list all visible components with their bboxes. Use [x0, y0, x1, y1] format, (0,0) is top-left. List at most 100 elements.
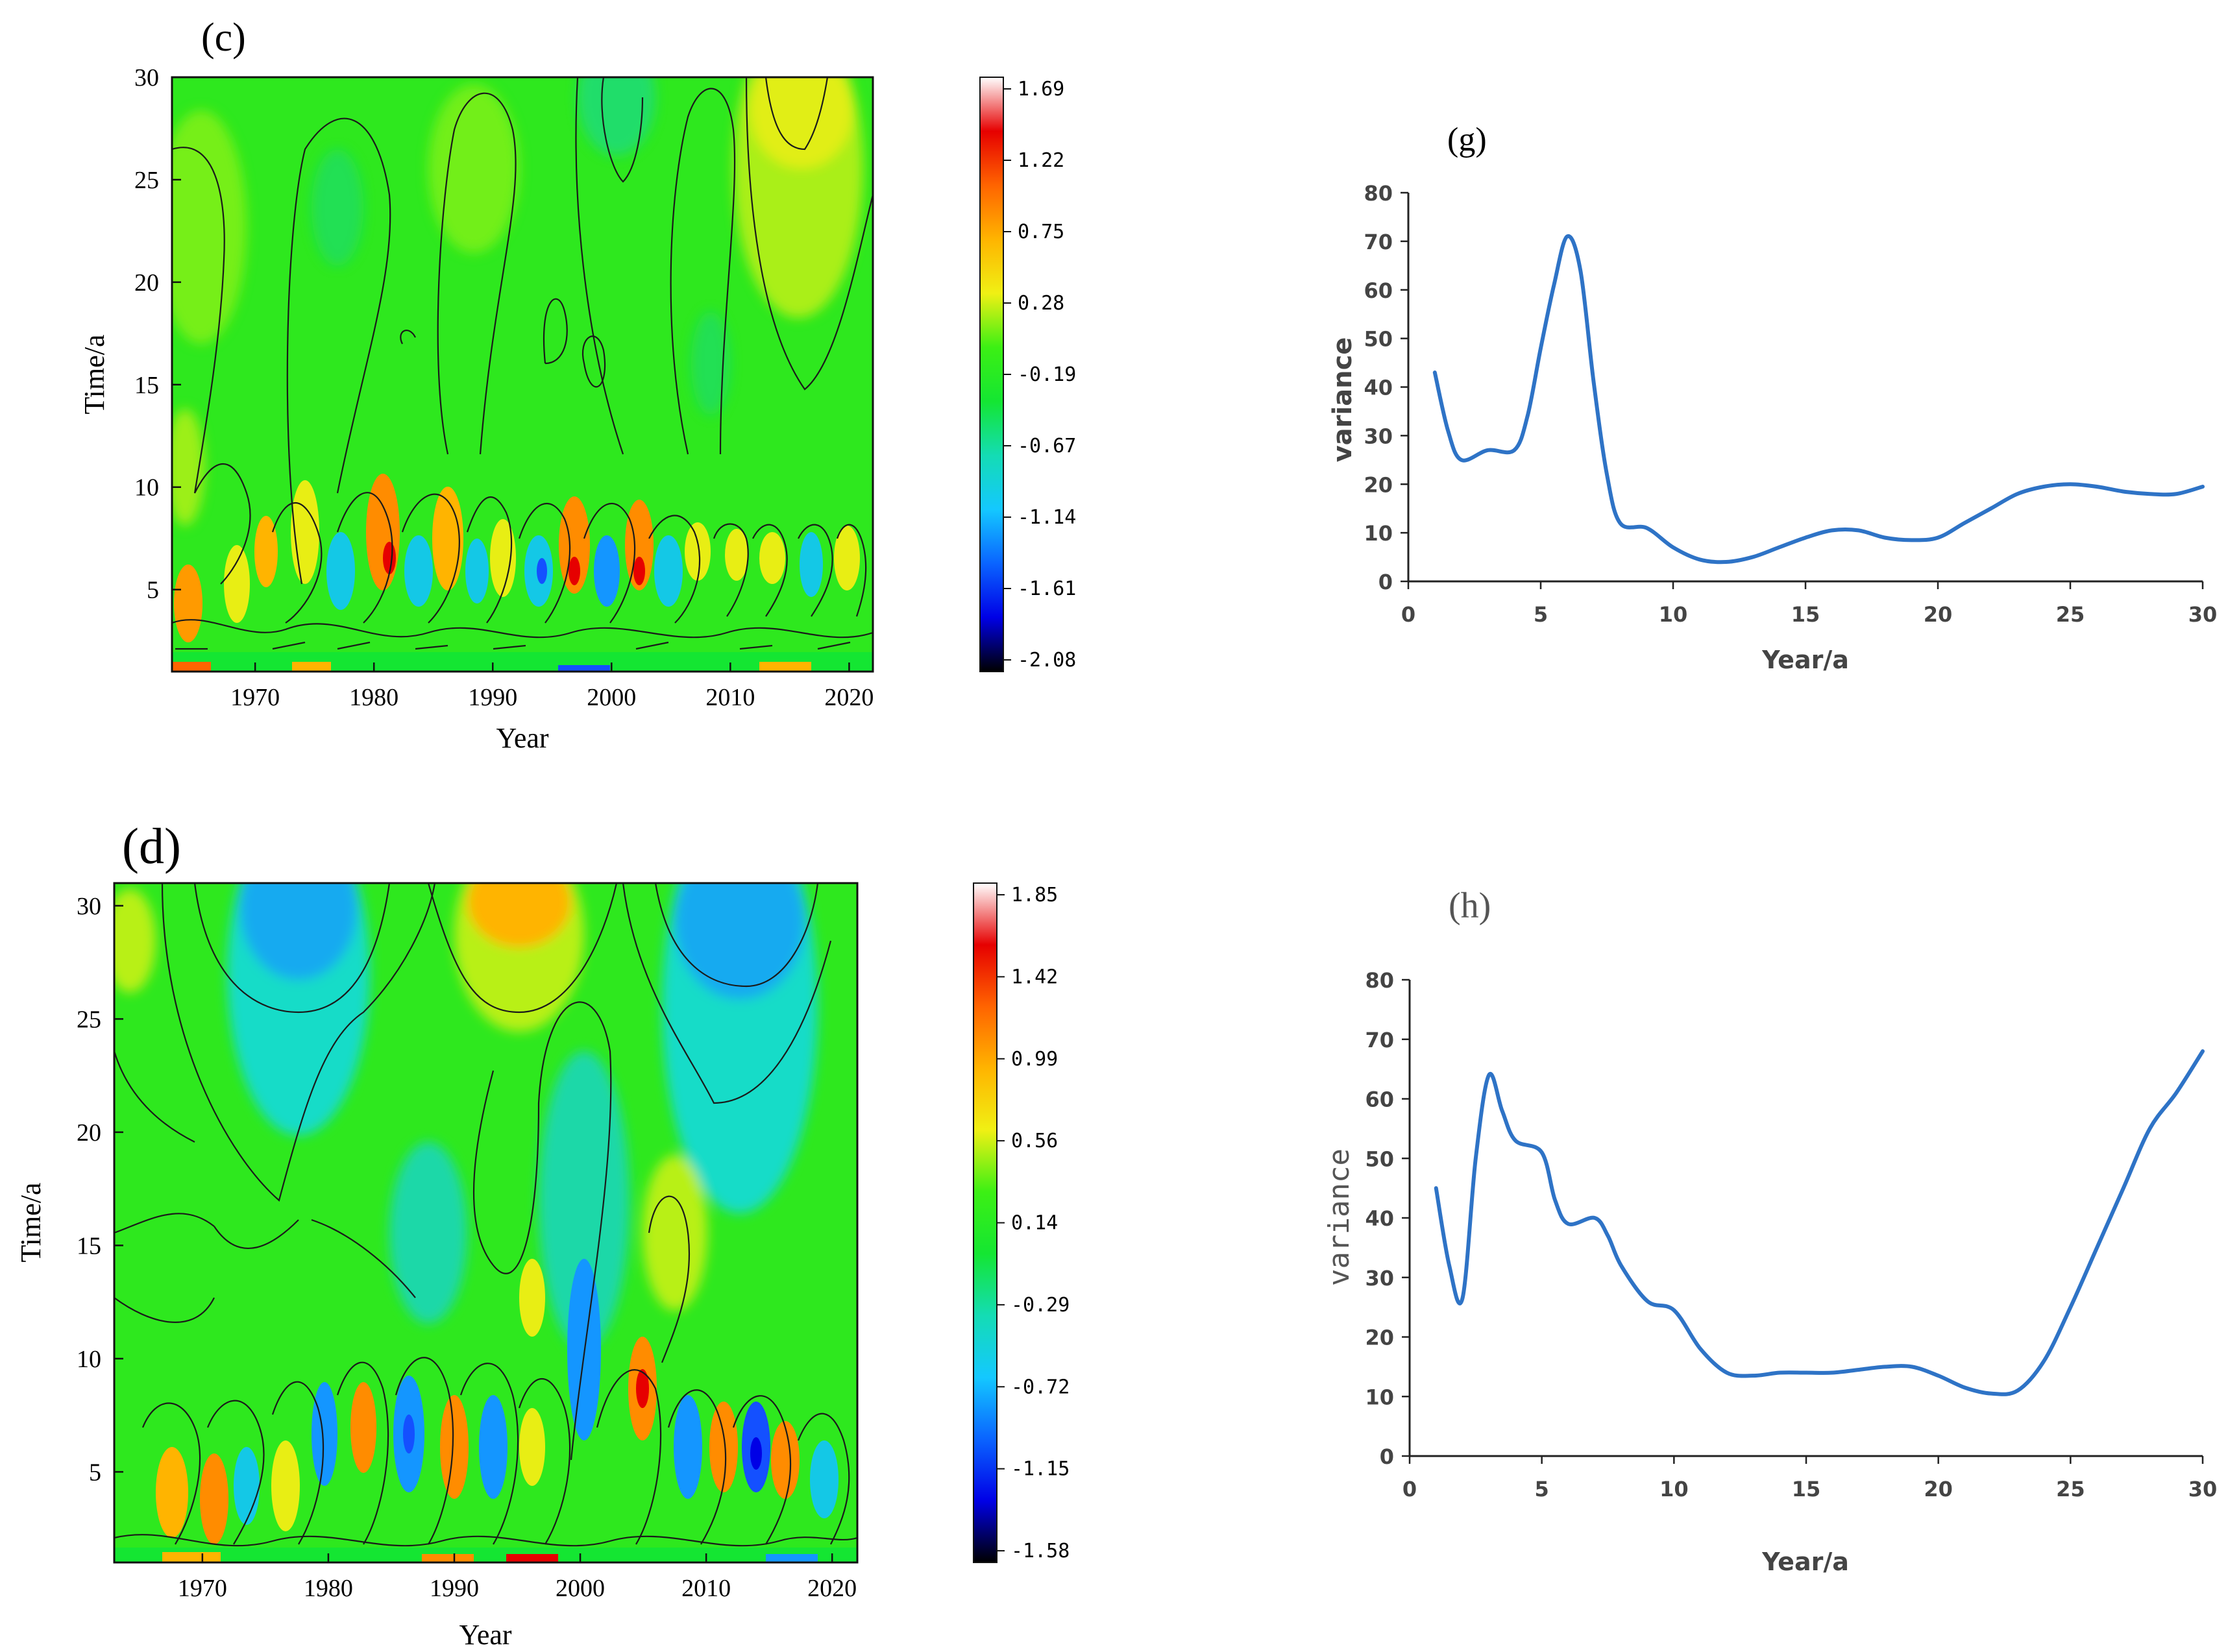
y-tick-label: 60: [1364, 278, 1393, 303]
x-tick-label: 15: [1792, 1477, 1821, 1501]
y-tick-label: 80: [1365, 968, 1394, 993]
heatmap-c-axes: 1970 1980 1990 2000 2010 2020 5 10 15 20 25 30: [134, 64, 874, 711]
colorbar-label: -1.14: [1018, 506, 1076, 529]
colorbar-label: 1.85: [1011, 884, 1058, 906]
x-tick-label: 2010: [705, 684, 755, 711]
x-tick-label: 5: [1535, 1477, 1549, 1501]
heatmap-d-axes: 1970 1980 1990 2000 2010 2020 5 10 15 20 25 30: [77, 893, 857, 1602]
x-tick-label: 2020: [807, 1575, 857, 1602]
colorbar-label: 1.22: [1018, 149, 1064, 172]
y-tick-label: 10: [134, 474, 159, 502]
y-tick-label: 20: [1364, 472, 1393, 497]
y-tick-label: 10: [1364, 521, 1393, 546]
line-chart-h: 0 10 20 30 40 50 60 70 80 0 5 10 15 20 25 30: [1365, 968, 2217, 1501]
y-tick-label: 60: [1365, 1087, 1394, 1112]
y-tick-label: 50: [1364, 327, 1393, 352]
colorbar-label: 1.69: [1018, 78, 1064, 101]
colorbar-label: 0.75: [1018, 221, 1064, 243]
y-tick-label: 5: [89, 1459, 101, 1486]
y-tick-label: 10: [77, 1346, 101, 1373]
y-tick-label: 30: [1364, 424, 1393, 448]
colorbar-label: 0.14: [1011, 1212, 1058, 1235]
colorbar-label: -1.61: [1018, 577, 1076, 600]
colorbar-label: -1.58: [1011, 1540, 1070, 1562]
y-tick-label: 20: [77, 1119, 101, 1147]
x-tick-label: 5: [1534, 602, 1548, 627]
heatmap-d-contours: [114, 883, 857, 1547]
x-tick-label: 0: [1402, 1477, 1417, 1501]
x-tick-label: 25: [2056, 602, 2085, 627]
x-tick-label: 0: [1401, 602, 1415, 627]
x-tick-label: 30: [2188, 602, 2218, 627]
colorbar-label: -1.15: [1011, 1458, 1070, 1481]
x-tick-label: 20: [1924, 602, 1953, 627]
heatmap-c-field: [172, 77, 873, 672]
y-tick-label: 70: [1364, 230, 1393, 254]
x-tick-label: 1990: [468, 684, 517, 711]
heatmap-c-ylabel: Time/a: [79, 334, 110, 414]
panel-label-d: (d): [122, 818, 181, 874]
colorbar-label: 1.42: [1011, 966, 1058, 988]
y-tick-label: 20: [1365, 1326, 1394, 1350]
y-tick-label: 10: [1365, 1385, 1394, 1409]
x-tick-label: 1980: [349, 684, 398, 711]
colorbar-label: -0.29: [1011, 1294, 1070, 1317]
heatmap-d-oscillation-band: [114, 1259, 857, 1562]
colorbar-c: 1.69 1.22 0.75 0.28 -0.19 -0.67 -1.14 -1.61 -2.0…: [979, 77, 1076, 672]
heatmap-c-contours: [172, 77, 873, 650]
colorbar-gradient: [973, 882, 998, 1563]
y-tick-label: 30: [1365, 1266, 1394, 1291]
line-h-ylabel: variance: [1323, 1148, 1356, 1286]
heatmap-d-ylabel: Time/a: [15, 1182, 47, 1262]
line-g-ylabel: variance: [1328, 337, 1358, 463]
x-tick-label: 2000: [556, 1575, 605, 1602]
panel-label-c: (c): [201, 16, 246, 60]
y-tick-label: 20: [134, 269, 159, 297]
y-tick-label: 40: [1365, 1206, 1394, 1231]
y-tick-label: 30: [134, 64, 159, 91]
colorbar-label: 0.56: [1011, 1130, 1058, 1152]
panel-c: (c): [79, 16, 1076, 754]
x-tick-label: 10: [1659, 1477, 1689, 1501]
heatmap-d-xlabel: Year: [459, 1619, 511, 1651]
x-tick-label: 1970: [230, 684, 280, 711]
colorbar-label: 0.99: [1011, 1048, 1058, 1071]
x-tick-label: 1970: [178, 1575, 227, 1602]
x-tick-label: 10: [1659, 602, 1688, 627]
heatmap-c-frame: [171, 76, 874, 673]
series-line-variance: [1434, 1049, 2205, 1396]
line-h-xlabel: Year/a: [1761, 1548, 1849, 1576]
line-g-xlabel: Year/a: [1761, 646, 1849, 674]
x-tick-label: 15: [1791, 602, 1820, 627]
y-tick-label: 80: [1364, 181, 1393, 206]
y-tick-label: 50: [1365, 1147, 1394, 1171]
colorbar-label: 0.28: [1018, 292, 1064, 315]
colorbar-label: -2.08: [1018, 649, 1076, 672]
series-line-variance: [1432, 234, 2205, 565]
colorbar-label: -0.19: [1018, 363, 1076, 386]
colorbar-label: -0.72: [1011, 1376, 1070, 1398]
x-tick-label: 2000: [587, 684, 636, 711]
x-tick-label: 1980: [304, 1575, 353, 1602]
x-tick-label: 20: [1924, 1477, 1953, 1501]
y-tick-label: 70: [1365, 1028, 1394, 1052]
panel-label-g: (g): [1447, 121, 1487, 158]
panel-g: (g) 0 10 20 30 40 50 60 70 80 0 5 10 15 20 25 30 Year/a…: [1328, 121, 2217, 674]
y-tick-label: 15: [134, 372, 159, 399]
heatmap-d-frame: [113, 882, 859, 1564]
x-tick-label: 25: [2056, 1477, 2085, 1501]
line-chart-g: 0 10 20 30 40 50 60 70 80 0 5 10 15 20 25 30: [1364, 181, 2217, 627]
panel-h: (h) 0 10 20 30 40 50 60 70 80 0 5 10 15 20 25 30 Year/a…: [1323, 886, 2217, 1576]
y-tick-label: 40: [1364, 376, 1393, 400]
colorbar-d: 1.85 1.42 0.99 0.56 0.14 -0.29 -0.72 -1.15 -1.58: [973, 882, 1070, 1563]
y-tick-label: 25: [134, 167, 159, 194]
x-tick-label: 1990: [430, 1575, 479, 1602]
x-tick-label: 2010: [681, 1575, 731, 1602]
x-tick-label: 30: [2188, 1477, 2218, 1501]
x-tick-label: 2020: [824, 684, 874, 711]
y-tick-label: 0: [1378, 570, 1393, 594]
y-tick-label: 15: [77, 1232, 101, 1259]
y-tick-label: 30: [77, 893, 101, 920]
panel-d: (d): [15, 818, 1070, 1651]
